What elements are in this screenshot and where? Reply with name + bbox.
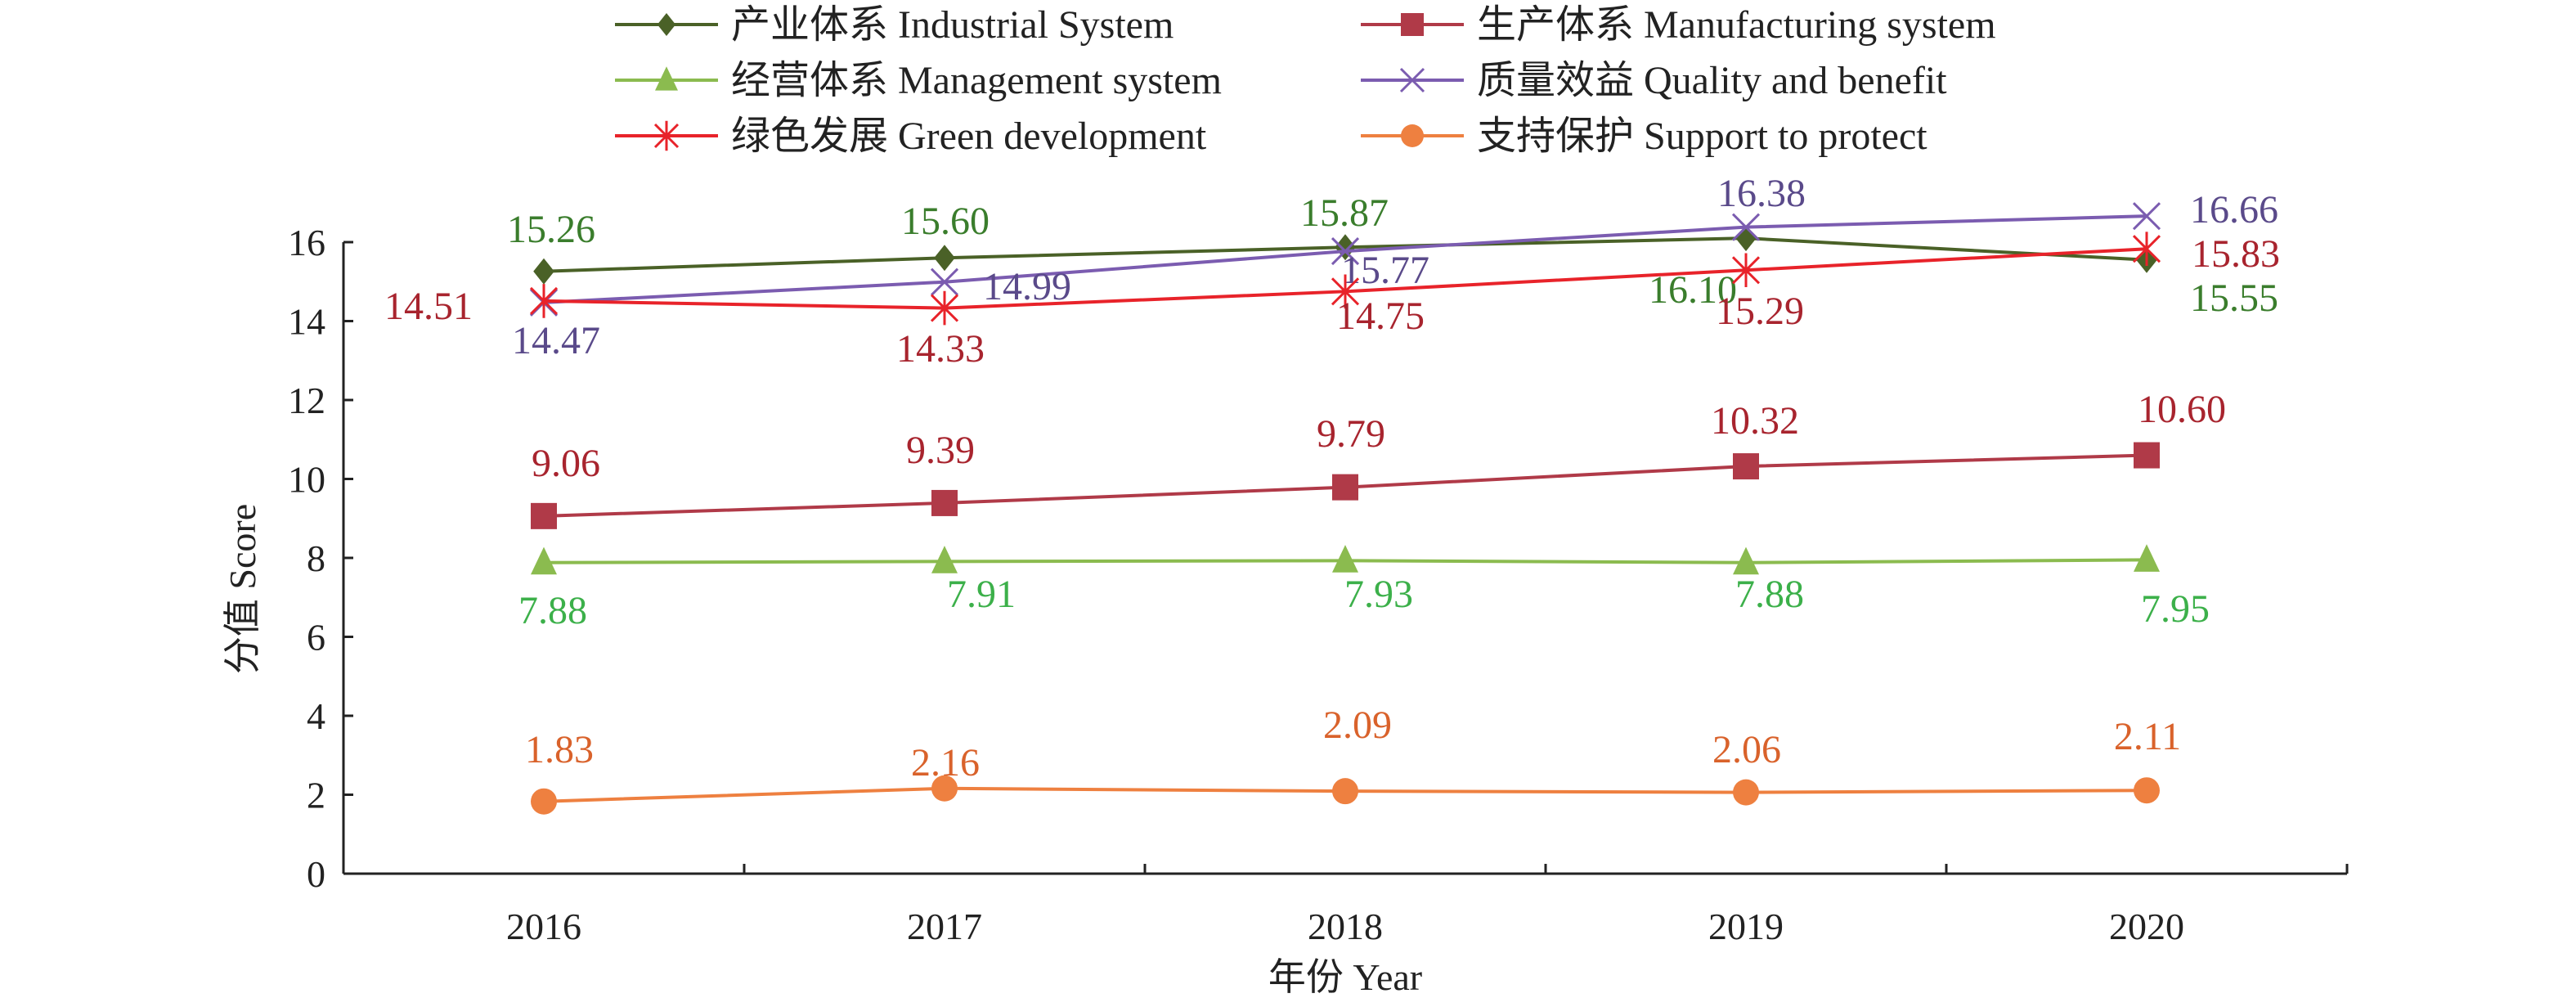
legend-item: 产业体系 Industrial System [615, 3, 1174, 47]
data-label: 14.75 [1336, 294, 1425, 338]
y-tick-label: 0 [307, 853, 325, 895]
triangle-marker [2134, 544, 2160, 572]
data-label: 16.66 [2190, 188, 2278, 232]
data-label: 2.09 [1323, 704, 1392, 747]
data-label: 14.33 [896, 327, 985, 371]
data-label: 1.83 [525, 728, 594, 771]
asterisk-marker [1731, 253, 1761, 288]
x-tick-label: 2016 [506, 906, 581, 947]
data-label: 10.60 [2138, 388, 2226, 431]
x-tick-label: 2017 [907, 906, 982, 947]
circle-marker [1733, 779, 1759, 806]
circle-marker [1332, 778, 1358, 805]
square-marker [1332, 474, 1358, 501]
data-label: 14.99 [983, 265, 1071, 308]
data-label: 9.79 [1317, 412, 1385, 456]
series-2: 7.88 7.91 7.93 7.88 7.95 [518, 544, 2210, 632]
circle-marker [1401, 124, 1424, 147]
x-marker [1399, 67, 1425, 93]
square-marker [1733, 453, 1759, 480]
data-label: 7.88 [1735, 573, 1804, 616]
triangle-marker [1332, 545, 1358, 573]
data-label: 15.26 [507, 208, 595, 251]
triangle-marker [1733, 546, 1759, 575]
series-5: 1.83 2.16 2.09 2.06 2.11 [525, 704, 2181, 815]
legend-item: 绿色发展 Green development [615, 115, 1207, 158]
x-tick-label: 2019 [1708, 906, 1784, 947]
triangle-marker [931, 546, 958, 573]
legend: 产业体系 Industrial System 生产体系 Manufacturing… [615, 3, 1996, 158]
data-label: 7.91 [947, 573, 1016, 616]
data-label: 2.16 [911, 741, 980, 784]
data-label: 14.47 [512, 319, 600, 362]
x-marker [1731, 213, 1761, 241]
circle-marker [2134, 777, 2160, 804]
data-label: 15.29 [1716, 290, 1804, 333]
data-label: 2.06 [1712, 728, 1781, 771]
y-tick-label: 2 [307, 775, 325, 816]
data-label: 15.83 [2192, 232, 2280, 276]
y-tick-label: 8 [307, 537, 325, 579]
diamond-marker [533, 258, 554, 285]
legend-item: 经营体系 Management system [615, 59, 1222, 102]
x-marker [2132, 202, 2161, 231]
data-label: 16.38 [1717, 172, 1806, 215]
legend-label: 产业体系 Industrial System [731, 3, 1174, 47]
y-tick-label: 6 [307, 617, 325, 659]
triangle-marker [531, 546, 557, 575]
legend-item: 质量效益 Quality and benefit [1361, 59, 1947, 102]
y-tick-label: 12 [288, 380, 325, 421]
data-label: 7.88 [518, 589, 587, 632]
data-label: 7.93 [1344, 573, 1413, 616]
data-label: 10.32 [1711, 399, 1799, 443]
x-marker [930, 267, 959, 296]
diamond-marker [934, 245, 955, 272]
y-tick-label: 4 [307, 695, 325, 737]
data-label: 9.39 [906, 429, 975, 472]
x-tick-label: 2020 [2109, 906, 2184, 947]
square-marker [1401, 13, 1424, 36]
legend-item: 生产体系 Manufacturing system [1361, 3, 1996, 47]
legend-label: 生产体系 Manufacturing system [1477, 3, 1996, 47]
asterisk-marker [930, 290, 959, 326]
asterisk-marker [1331, 274, 1360, 309]
y-tick-label: 10 [288, 459, 325, 501]
square-marker [531, 502, 557, 529]
square-marker [2134, 442, 2160, 469]
data-label: 9.06 [532, 442, 600, 485]
data-label: 7.95 [2141, 587, 2210, 631]
square-marker [931, 489, 958, 516]
legend-item: 支持保护 Support to protect [1361, 115, 1928, 158]
asterisk-marker [653, 120, 680, 151]
triangle-marker [655, 66, 678, 91]
legend-label: 经营体系 Management system [731, 59, 1222, 102]
y-axis-title: 分值 Score [222, 504, 263, 674]
data-label: 15.55 [2190, 276, 2278, 320]
x-marker [1331, 237, 1360, 266]
x-tick-label: 2018 [1308, 906, 1383, 947]
y-tick-label: 14 [288, 301, 325, 343]
data-label: 14.51 [384, 285, 473, 328]
diamond-marker [1335, 234, 1356, 261]
asterisk-marker [2132, 232, 2161, 267]
asterisk-marker [529, 284, 559, 318]
data-label: 2.11 [2114, 715, 2181, 758]
legend-label: 质量效益 Quality and benefit [1477, 59, 1947, 102]
series-1: 9.06 9.39 9.79 10.32 10.60 [531, 388, 2226, 529]
data-label: 15.60 [901, 200, 990, 243]
data-label: 15.77 [1341, 249, 1429, 292]
data-label: 15.87 [1300, 191, 1389, 235]
legend-label: 支持保护 Support to protect [1477, 115, 1928, 158]
series-4: 14.51 14.33 14.75 15.29 15.83 [384, 232, 2280, 371]
y-tick-label: 16 [288, 222, 325, 263]
series-3: 14.47 14.99 15.77 16.38 16.66 [512, 172, 2278, 362]
x-axis-title: 年份 Year [1268, 956, 1422, 998]
diamond-marker [657, 13, 676, 36]
legend-label: 绿色发展 Green development [731, 115, 1207, 158]
circle-marker [931, 775, 958, 802]
circle-marker [531, 788, 557, 815]
